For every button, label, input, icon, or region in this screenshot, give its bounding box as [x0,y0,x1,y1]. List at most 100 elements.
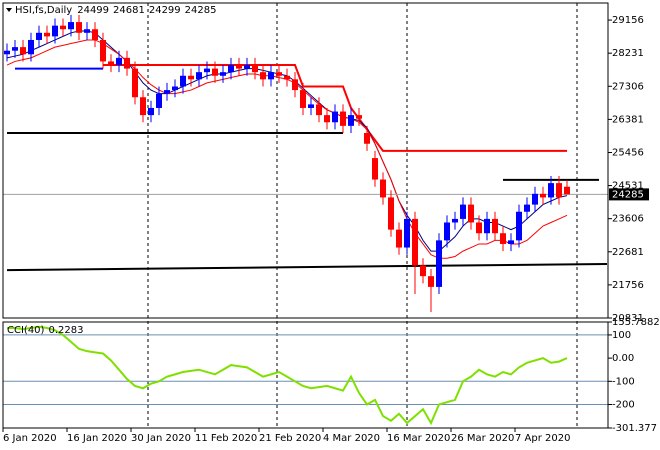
menu-arrow[interactable] [6,8,12,12]
candle-body [460,204,466,219]
y-tick-label: 20831 [612,313,644,324]
candle-body [284,75,290,80]
candle-body [140,97,146,116]
candle-body [52,25,58,37]
candle-body [468,204,474,223]
candle-body [348,115,354,126]
candle-body [364,133,370,144]
y-tick-label: 21756 [612,280,644,291]
price-box [609,188,649,201]
y-tick-label: -200 [612,399,635,410]
x-tick-label: 26 Mar 2020 [451,433,514,444]
x-tick-label: 7 Apr 2020 [515,433,570,444]
x-tick-label: 6 Jan 2020 [3,433,57,444]
candle-body [260,72,266,80]
low: 24299 [149,5,181,16]
candle-body [100,39,106,62]
candle-body [436,240,442,287]
candle-body [556,183,562,198]
price-box-label: 24285 [612,189,644,200]
candle-body [500,233,506,244]
candle-body [116,57,122,66]
candle-body [548,183,554,198]
y-tick-label: 155.7882 [612,317,660,328]
cci-panel [3,325,608,426]
candle-body [484,218,490,234]
candle-body [60,25,66,30]
candle-body [444,222,450,241]
candle-body [212,68,218,76]
axes: 29156 28231 27306 26381 25456 24531 23606 22681… [2,15,660,444]
price-panel [3,14,608,312]
y-tick-label: 25456 [612,147,644,158]
candle-body [492,218,498,234]
candle-body [540,193,546,198]
candle-body [412,218,418,266]
candle-body [252,65,258,73]
x-tick-label: 4 Mar 2020 [323,433,380,444]
candle-body [508,240,514,244]
y-tick-label: 100 [612,330,631,341]
candle-body [180,75,186,87]
candle-body [20,47,26,55]
candle-body [356,115,362,119]
candle-body [276,72,282,76]
candle-body [220,72,226,76]
candle-body [196,72,202,80]
candle-body [172,86,178,91]
y-tick-label: -100 [612,376,635,387]
candle-body [148,107,154,116]
y-tick-label: 22681 [612,247,644,258]
y-tick-label: 24531 [612,181,644,192]
candle-body [428,276,434,287]
candle-body [476,222,482,234]
close: 24285 [185,5,217,16]
level-line [103,64,567,152]
cci-value: 0.2283 [48,325,83,336]
candle-body [332,111,338,123]
candle-body [188,75,194,80]
x-tick-label: 16 Mar 2020 [387,433,450,444]
y-tick-label: 27306 [612,81,644,92]
y-tick-label: 26381 [612,114,644,125]
candle-body [268,72,274,80]
high: 24681 [113,5,145,16]
cci-line [7,325,568,426]
candle-body [300,90,306,108]
cci-frame [2,321,609,429]
candle-body [36,32,42,40]
candle-body [236,65,242,69]
candle-body [316,104,322,116]
candle-body [124,57,130,69]
symbol: HSI,fs,Daily [15,5,72,16]
candle-body [532,193,538,205]
candle-body [564,186,570,195]
open: 24499 [77,5,109,16]
candle-body [28,39,34,55]
candle-body [84,29,90,33]
y-tick-label: 23606 [612,214,644,225]
candle-body [76,22,82,33]
candle-body [244,65,250,69]
y-tick-label: 29156 [612,15,644,26]
candle-body [108,61,114,66]
x-tick-label: 11 Feb 2020 [195,433,257,444]
x-tick-label: 16 Jan 2020 [67,433,127,444]
candle-body [292,79,298,91]
cci-title: CCI(40) [7,325,45,336]
candle-body [324,115,330,123]
candle-body [164,90,170,94]
candle-body [388,197,394,230]
y-tick-label: 0.00 [612,353,634,364]
candle-body [204,68,210,73]
cci-header: CCI(40) 0.2283 [7,325,83,336]
candle-body [452,218,458,223]
candle-body [404,218,410,248]
candle-body [12,47,18,51]
y-tick-label: -301.377 [612,423,657,434]
candle-body [516,211,522,241]
candle-body [228,65,234,73]
candle-body [340,111,346,126]
